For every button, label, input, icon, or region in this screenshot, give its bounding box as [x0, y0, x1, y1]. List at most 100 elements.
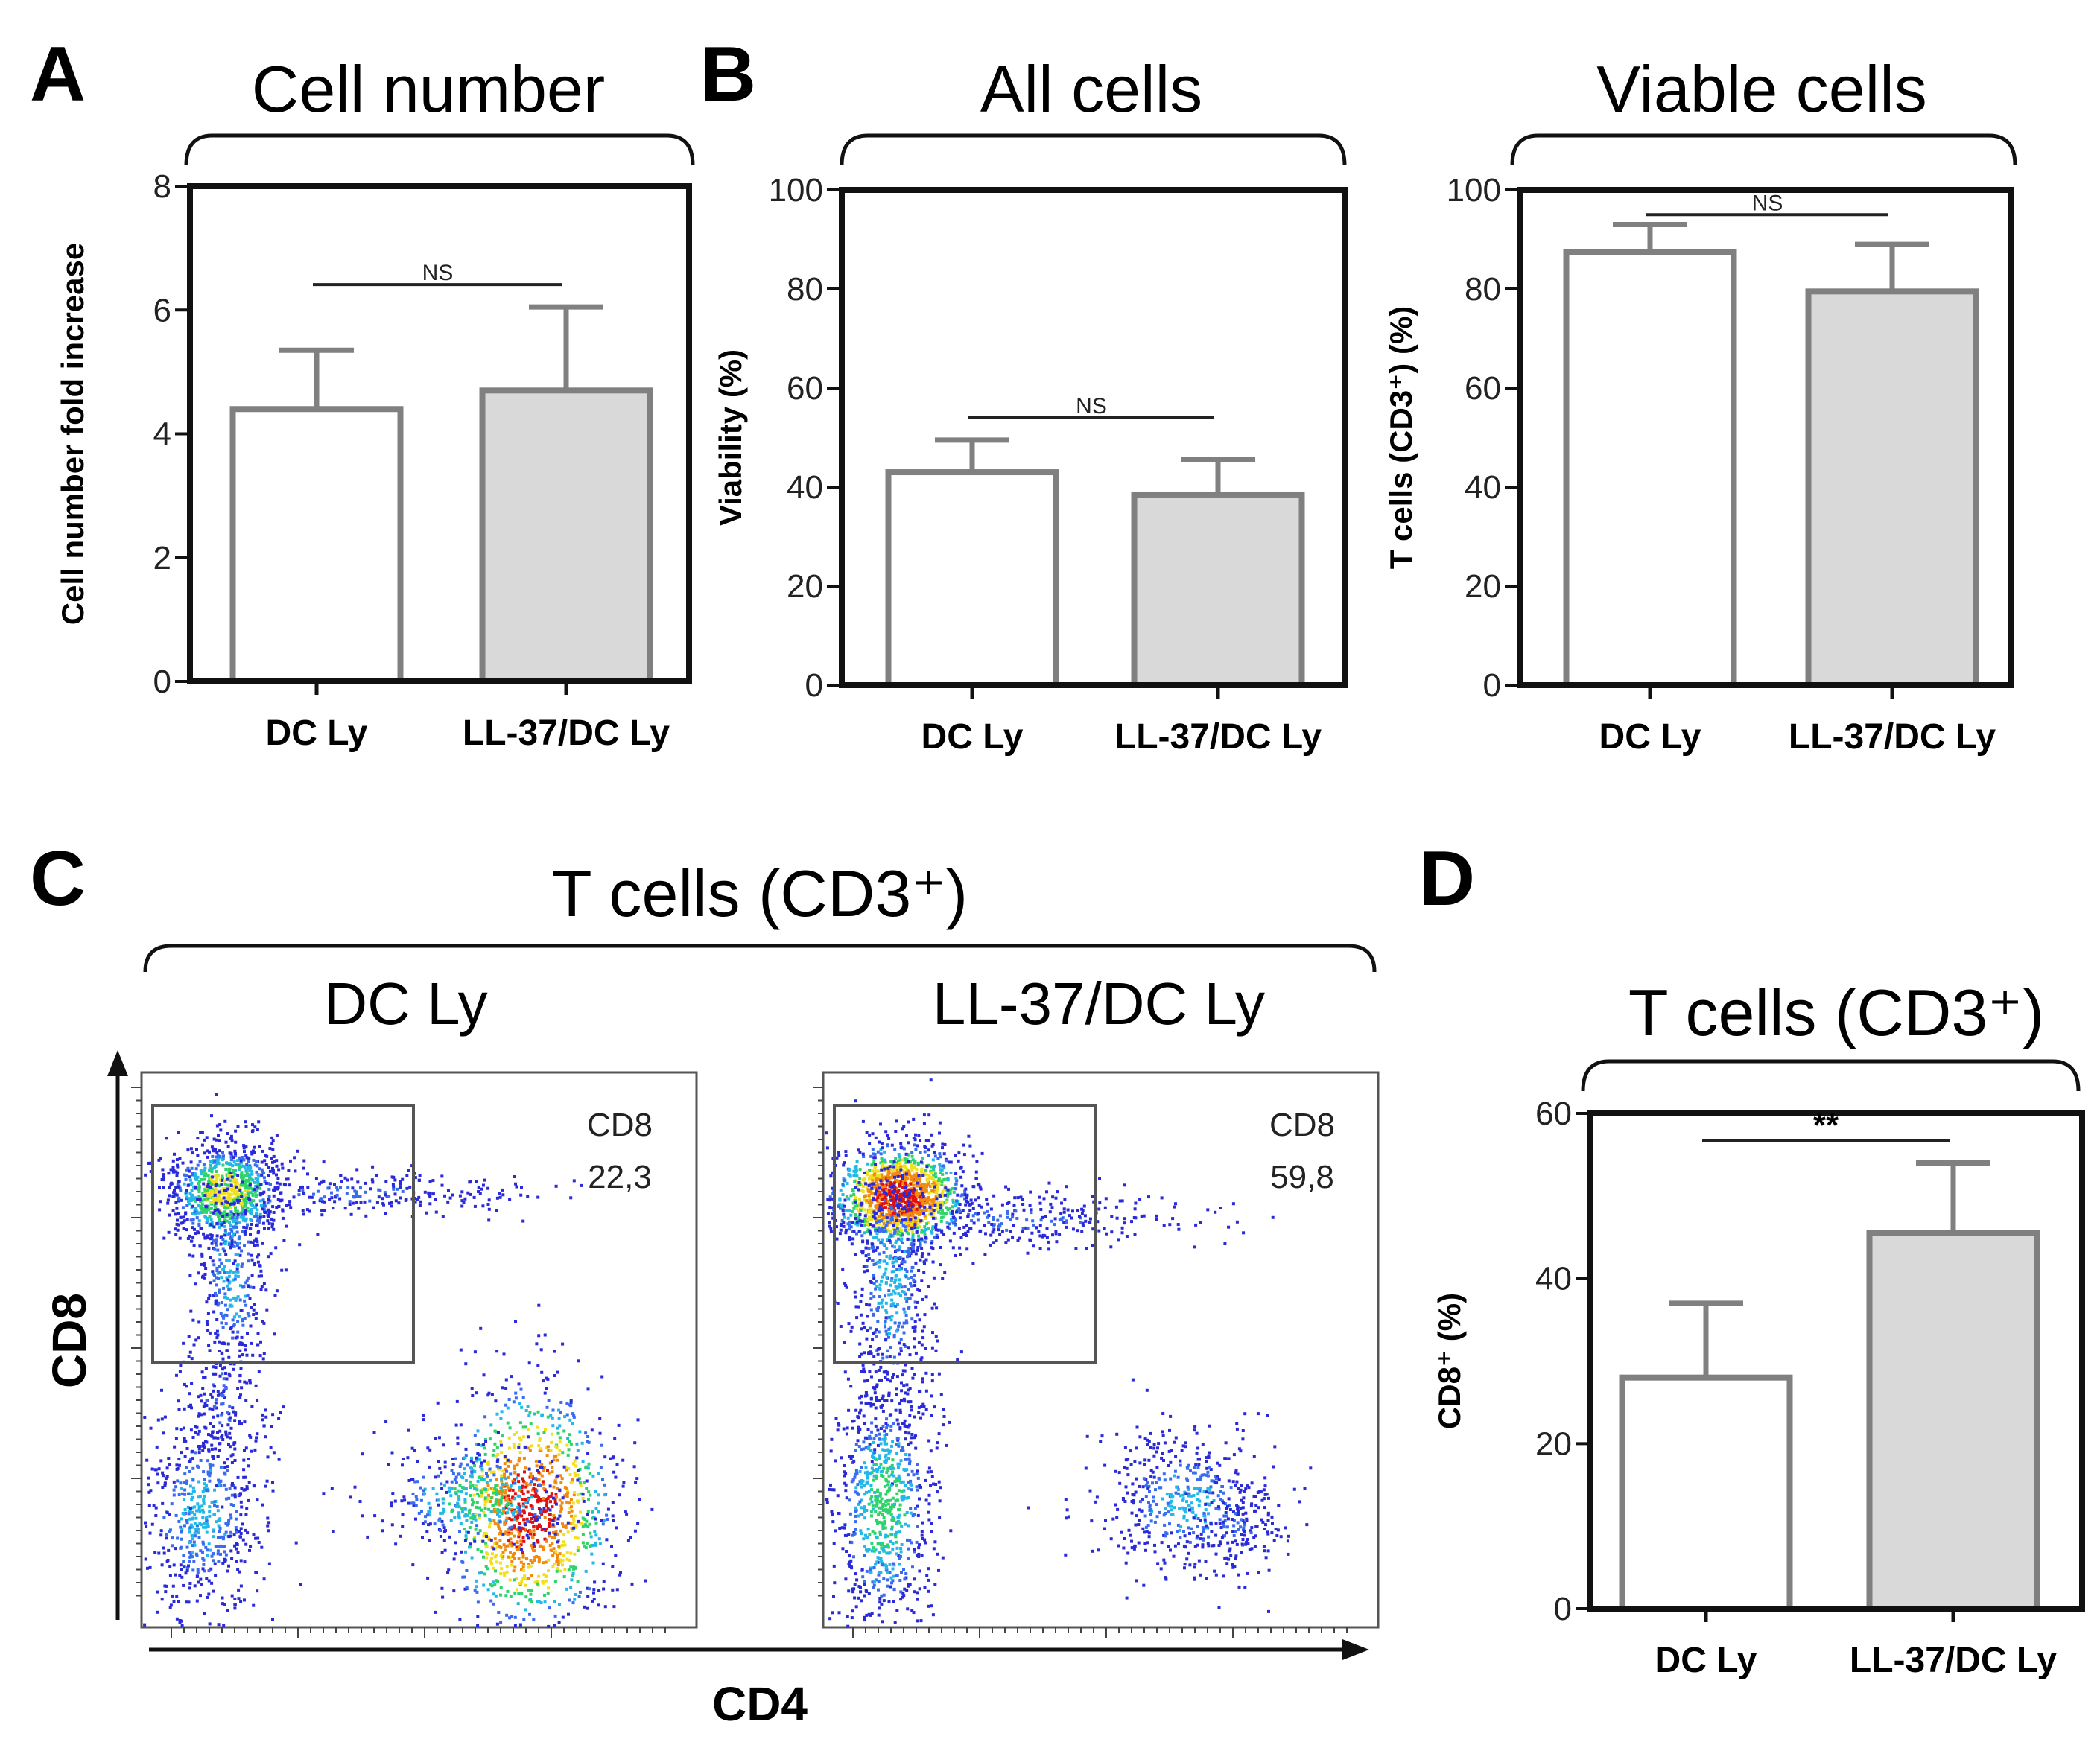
flow-dot — [428, 1180, 432, 1183]
flow-dot — [532, 1477, 535, 1481]
flow-dot — [224, 1522, 228, 1525]
flow-dot — [451, 1472, 455, 1475]
flow-dot — [582, 1499, 586, 1503]
flow-dot — [529, 1475, 533, 1478]
flow-dot — [229, 1530, 233, 1534]
flow-dot — [339, 1186, 342, 1189]
flow-dot — [250, 1274, 254, 1277]
flow-dot — [410, 1446, 414, 1450]
flow-dot — [172, 1493, 176, 1497]
flow-dot — [828, 1198, 832, 1202]
flow-dot — [570, 1514, 574, 1518]
flow-dot — [475, 1485, 478, 1489]
flow-dot — [920, 1168, 924, 1172]
flow-dot — [196, 1198, 200, 1201]
flow-dot — [463, 1587, 467, 1591]
flow-dot — [483, 1178, 486, 1182]
flow-dot — [525, 1533, 529, 1537]
flow-dot — [208, 1514, 212, 1518]
flow-dot — [209, 1471, 212, 1475]
flow-dot — [232, 1410, 235, 1414]
flow-dot — [190, 1498, 194, 1501]
flow-dot — [910, 1154, 914, 1158]
flow-dot — [922, 1172, 926, 1175]
flow-dot — [240, 1212, 244, 1216]
flow-dot — [573, 1598, 577, 1601]
flow-dot — [471, 1503, 474, 1507]
flow-dot — [330, 1487, 334, 1490]
flow-dot — [276, 1198, 280, 1201]
flow-dot — [837, 1154, 841, 1157]
flow-dot — [218, 1517, 222, 1521]
flow-dot — [890, 1221, 894, 1225]
flow-dot — [536, 1410, 540, 1414]
flow-dot — [218, 1350, 221, 1352]
flow-dot — [894, 1130, 898, 1133]
flow-dot — [390, 1501, 393, 1505]
flow-dot — [252, 1313, 256, 1316]
flow-dot — [235, 1270, 238, 1274]
flow-dot — [267, 1208, 270, 1212]
flow-dot — [205, 1136, 209, 1139]
flow-dot — [530, 1600, 533, 1604]
flow-dot — [489, 1599, 493, 1603]
flow-dot — [260, 1285, 264, 1288]
flow-dot — [224, 1215, 227, 1219]
flow-dot — [945, 1200, 948, 1204]
flow-dot — [261, 1242, 264, 1245]
flow-dot — [905, 1184, 908, 1188]
flow-dot — [442, 1526, 446, 1530]
flow-dot — [920, 1170, 924, 1174]
flow-dot — [927, 1148, 930, 1152]
flow-dot — [230, 1239, 234, 1242]
flow-dot — [257, 1120, 261, 1124]
flow-dot — [499, 1530, 503, 1533]
flow-dot — [848, 1220, 851, 1224]
flow-dot — [256, 1173, 260, 1176]
flow-dot — [233, 1277, 237, 1281]
flow-dot — [493, 1487, 497, 1490]
flow-dot — [235, 1560, 238, 1563]
flow-dot — [617, 1423, 621, 1427]
flow-dot — [200, 1370, 204, 1374]
flow-dot — [615, 1526, 618, 1530]
flow-dot — [243, 1299, 247, 1303]
flow-dot — [924, 1189, 928, 1193]
flow-dot — [171, 1170, 175, 1174]
flow-dot — [503, 1548, 507, 1552]
flow-dot — [260, 1160, 264, 1164]
flow-dot — [551, 1536, 554, 1539]
flow-dot — [942, 1164, 945, 1168]
flow-dot — [919, 1194, 923, 1198]
flow-dot — [234, 1526, 238, 1529]
flow-dot — [501, 1482, 504, 1486]
flow-dot — [881, 1183, 884, 1186]
flow-dot — [197, 1211, 200, 1215]
flow-dot — [592, 1588, 596, 1592]
flow-dot — [177, 1180, 181, 1183]
flow-dot — [241, 1538, 245, 1542]
flow-dot — [206, 1459, 210, 1463]
flow-dot — [536, 1432, 540, 1436]
flow-dot — [422, 1489, 425, 1493]
flow-dot — [473, 1463, 476, 1467]
flow-dot — [244, 1399, 248, 1402]
flow-dot — [252, 1603, 256, 1607]
flow-dot — [532, 1525, 536, 1528]
flow-dot — [297, 1189, 301, 1192]
flow-dot — [456, 1501, 460, 1505]
flow-dot — [234, 1253, 238, 1256]
flow-dot — [366, 1535, 369, 1539]
flow-dot — [517, 1535, 521, 1539]
flow-dot — [217, 1623, 221, 1627]
flow-dot — [556, 1517, 560, 1521]
flow-dot — [554, 1444, 558, 1448]
flow-dot — [474, 1528, 478, 1531]
flow-dot — [403, 1498, 407, 1502]
significance-label: NS — [1752, 191, 1783, 215]
flow-dot — [469, 1180, 472, 1183]
flow-dot — [518, 1421, 522, 1425]
flow-dot — [257, 1253, 261, 1257]
flow-dot — [221, 1177, 224, 1180]
flow-dot — [288, 1203, 291, 1207]
